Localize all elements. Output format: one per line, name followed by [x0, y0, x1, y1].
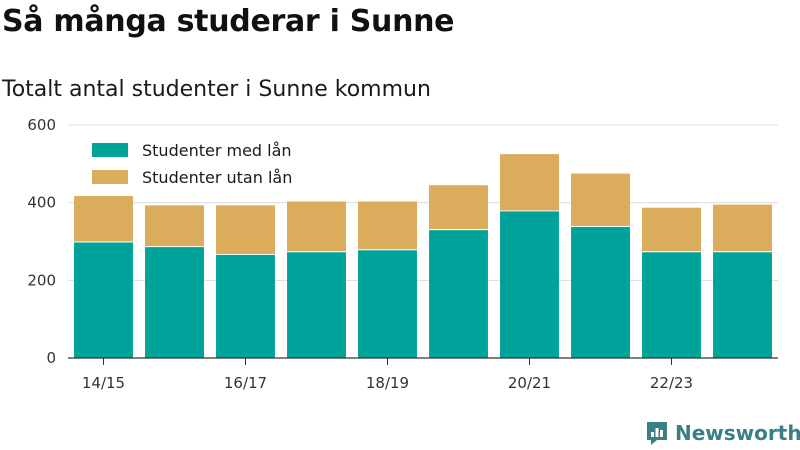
bar-segment	[713, 251, 772, 358]
bar-segment	[145, 246, 204, 358]
x-tick-label: 22/23	[650, 374, 693, 392]
bar-segment	[216, 205, 275, 254]
y-tick-label: 0	[46, 349, 56, 367]
x-tick-label: 14/15	[82, 374, 125, 392]
chart-subtitle: Totalt antal studenter i Sunne kommun	[2, 77, 431, 102]
y-tick-label: 200	[27, 271, 56, 289]
bar-segment	[74, 241, 133, 358]
x-tick-label: 16/17	[224, 374, 267, 392]
legend-label: Studenter med lån	[142, 141, 292, 160]
bar-segment	[287, 251, 346, 358]
newsworthy-logo-icon	[647, 422, 667, 445]
bar-segment	[500, 154, 559, 211]
bar-segment	[500, 210, 559, 358]
bar-segment	[358, 249, 417, 358]
bar-segment	[287, 201, 346, 252]
bar-segment	[571, 173, 630, 226]
brand-name: Newsworthy	[675, 421, 800, 445]
bar-segment	[429, 229, 488, 358]
y-tick-label: 400	[27, 194, 56, 212]
page-title: Så många studerar i Sunne	[2, 4, 455, 39]
bar-segment	[216, 253, 275, 358]
bar-segment	[429, 185, 488, 230]
bar-segment	[571, 225, 630, 358]
y-tick-label: 600	[27, 116, 56, 134]
x-tick-label: 18/19	[366, 374, 409, 392]
legend-label: Studenter utan lån	[142, 168, 292, 187]
bar-segment	[642, 251, 701, 358]
legend-swatch	[92, 143, 128, 157]
bar-segment	[74, 196, 133, 242]
brand-logo: Newsworthy	[645, 420, 800, 446]
x-tick-label: 20/21	[508, 374, 551, 392]
bar-segment	[145, 205, 204, 247]
legend-swatch	[92, 170, 128, 184]
bar-segment	[358, 201, 417, 250]
bar-segment	[713, 204, 772, 252]
bar-segment	[642, 207, 701, 252]
